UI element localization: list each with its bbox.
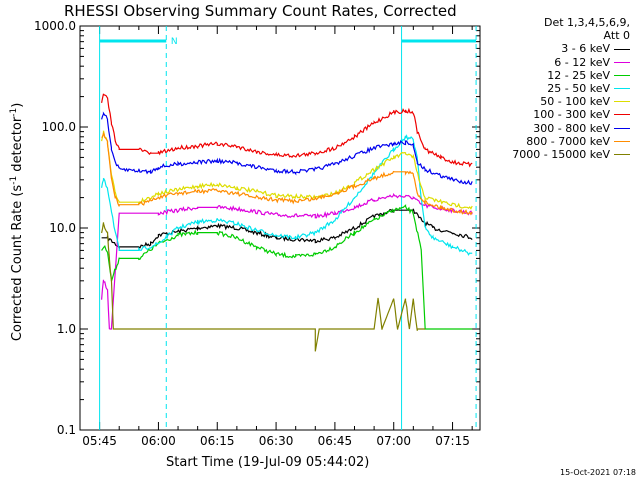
series-line-2 [101, 204, 473, 330]
legend-header-line-2: Att 0 [603, 29, 630, 43]
plot-frame [79, 25, 481, 431]
y-tick-label: 0.1 [57, 423, 76, 437]
timestamp: 15-Oct-2021 07:18 [560, 468, 636, 477]
chart-title: RHESSI Observing Summary Count Rates, Co… [64, 2, 457, 20]
legend-entry: 300 - 800 keV [470, 122, 630, 135]
legend-label: 6 - 12 keV [554, 55, 610, 69]
legend-label: 800 - 7000 keV [526, 134, 610, 148]
x-tick-label: 06:30 [259, 434, 294, 448]
x-tick-label: 07:00 [376, 434, 411, 448]
legend: Det 1,3,4,5,6,9, Att 0 3 - 6 keV 6 - 12 k… [470, 16, 630, 161]
legend-swatch [614, 154, 630, 155]
y-tick-label: 1.0 [57, 322, 76, 336]
series-line-6 [101, 111, 473, 186]
legend-swatch [614, 101, 630, 103]
legend-swatch [614, 74, 630, 76]
legend-label: 300 - 800 keV [533, 121, 610, 135]
y-tick-label: 100.0 [42, 120, 76, 134]
legend-swatch [614, 48, 630, 50]
series-line-7 [101, 132, 473, 216]
legend-swatch [614, 140, 630, 142]
legend-header-line-1: Det 1,3,4,5,6,9, [543, 16, 630, 29]
legend-entry: 800 - 7000 keV [470, 135, 630, 148]
series-line-3 [101, 134, 473, 256]
y-tick-label: 1000.0 [34, 19, 76, 33]
legend-entry: 6 - 12 keV [470, 56, 630, 69]
series-line-8 [101, 222, 426, 352]
x-tick-label: 06:45 [318, 434, 353, 448]
legend-label: 50 - 100 keV [540, 95, 610, 109]
legend-entries: 3 - 6 keV 6 - 12 keV 12 - 25 keV 25 - 50 ke… [470, 42, 630, 161]
y-axis-label: Corrected Count Rate (s-1 detector-1) [8, 102, 26, 342]
series-line-4 [101, 130, 473, 210]
night-label: N [171, 37, 178, 47]
legend-entry: 50 - 100 keV [470, 95, 630, 108]
legend-entry: 7000 - 15000 keV [470, 148, 630, 161]
legend-entry: 25 - 50 keV [470, 82, 630, 95]
legend-label: 25 - 50 keV [547, 81, 610, 95]
x-tick-label: 06:15 [200, 434, 235, 448]
legend-label: 3 - 6 keV [561, 42, 610, 56]
legend-label: 7000 - 15000 keV [512, 147, 610, 161]
series-line-1 [101, 192, 473, 330]
legend-swatch [614, 127, 630, 129]
legend-label: 12 - 25 keV [547, 68, 610, 82]
legend-entry: 12 - 25 keV [470, 69, 630, 82]
legend-swatch [614, 88, 630, 90]
legend-entry: 3 - 6 keV [470, 42, 630, 55]
x-tick-label: 06:00 [141, 434, 176, 448]
x-axis-label: Start Time (19-Jul-09 05:44:02) [166, 455, 370, 470]
legend-entry: 100 - 300 keV [470, 108, 630, 121]
y-tick-label: 10.0 [49, 221, 76, 235]
legend-swatch [614, 114, 630, 116]
legend-swatch [614, 61, 630, 63]
x-tick-label: 05:45 [82, 434, 117, 448]
x-tick-label: 07:15 [435, 434, 470, 448]
series-line-5 [101, 93, 473, 168]
legend-label: 100 - 300 keV [533, 108, 610, 122]
